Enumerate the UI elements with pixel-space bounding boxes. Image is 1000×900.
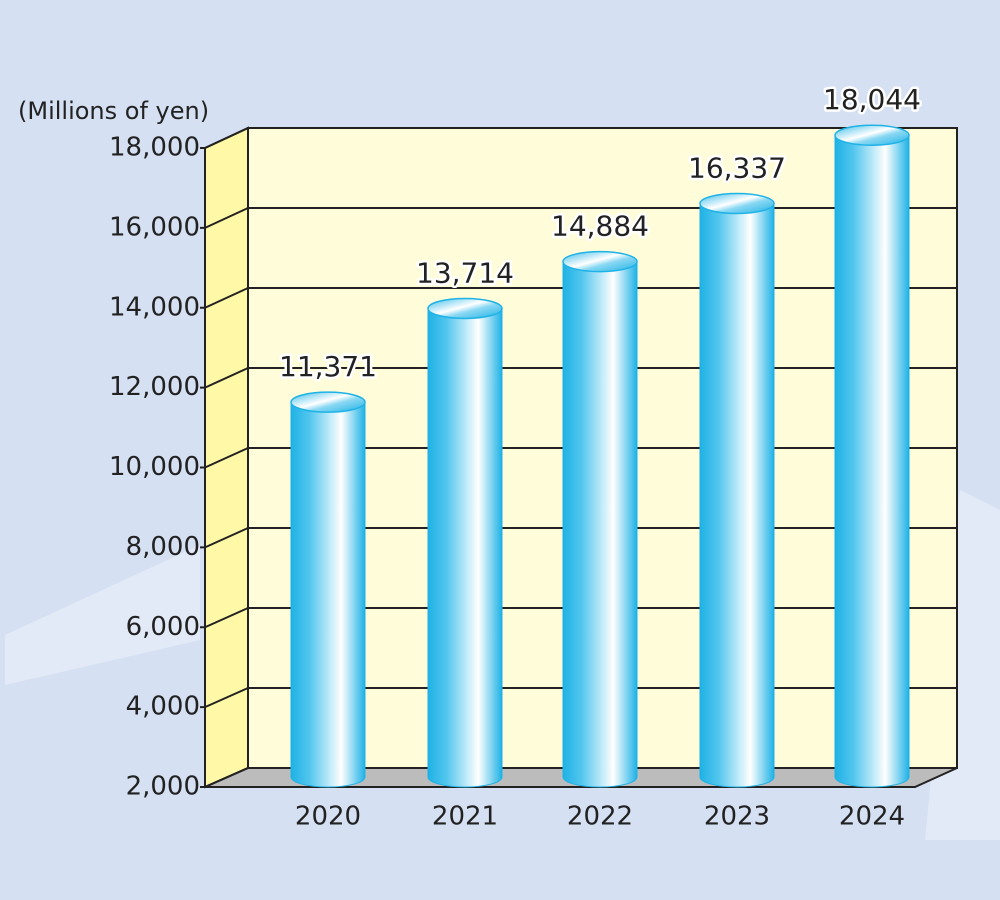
grid-line [204, 287, 249, 309]
y-tick-label: 4,000 [126, 692, 200, 722]
y-tick-label: 16,000 [109, 212, 200, 242]
grid-line [204, 127, 249, 149]
cylinder-body [290, 401, 366, 788]
cylinder-top [290, 391, 366, 413]
grid-line [204, 687, 249, 709]
cylinder-top [699, 192, 775, 215]
y-tick-label: 10,000 [109, 452, 200, 482]
x-tick-label: 2020 [295, 802, 361, 832]
y-tick-label: 14,000 [109, 292, 200, 322]
y-axis-label: (Millions of yen) [18, 97, 209, 125]
value-label: 13,714 [416, 256, 514, 289]
bar [699, 192, 775, 788]
cylinder-body [562, 261, 638, 788]
cylinder-top [427, 297, 503, 320]
grid-line [204, 767, 249, 788]
cylinder-body [834, 134, 910, 788]
cylinder-body [427, 307, 503, 788]
y-tick-label: 12,000 [109, 372, 200, 402]
grid-line [204, 447, 249, 469]
cylinder-body [699, 203, 775, 788]
y-tick-label: 18,000 [109, 133, 200, 163]
grid-line [204, 207, 249, 229]
grid-line [204, 527, 249, 549]
x-tick-label: 2024 [839, 802, 905, 832]
x-tick-label: 2023 [704, 802, 770, 832]
y-tick-label: 8,000 [126, 532, 200, 562]
grid-line [204, 367, 249, 389]
bar [427, 297, 503, 788]
x-tick-label: 2021 [432, 802, 498, 832]
y-tick-label: 6,000 [126, 612, 200, 642]
bar [834, 124, 910, 788]
bar [290, 391, 366, 788]
background-shape [5, 545, 200, 685]
grid-line [204, 607, 249, 629]
y-tick-label: 2,000 [126, 772, 200, 802]
value-label: 14,884 [551, 210, 649, 243]
cylinder-top [562, 250, 638, 273]
cylinder-top [834, 124, 910, 146]
value-label: 11,371 [279, 350, 377, 383]
value-label: 16,337 [688, 152, 786, 185]
value-label: 18,044 [823, 83, 921, 116]
x-tick-label: 2022 [567, 802, 633, 832]
bar [562, 250, 638, 788]
